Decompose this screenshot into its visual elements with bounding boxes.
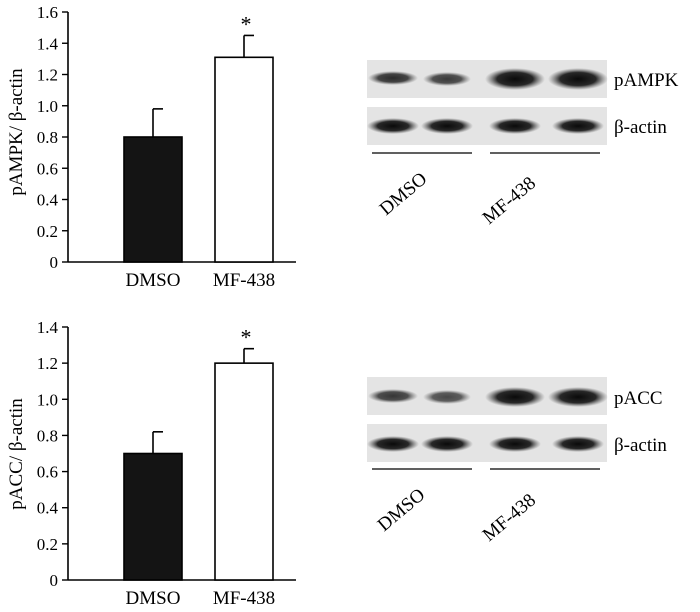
category-label: DMSO [126,270,181,291]
band-label: β-actin [614,435,667,456]
blot-band [485,68,545,90]
y-tick-label: 0.6 [37,159,58,178]
significance-marker: * [241,325,252,350]
blot-band [421,436,473,452]
chart-pacc: pACC/ β-actin 0 0.2 0.4 0.6 0.8 1.0 1.2 1.4 * D… [6,318,296,609]
band-label: β-actin [614,117,667,138]
lane-group-label: DMSO [374,484,430,535]
blot-band [489,436,541,452]
y-tick-label: 1.2 [37,354,58,373]
y-tick-label: 0.2 [37,222,58,241]
blot-band [367,118,419,134]
y-axis-label: pACC/ β-actin [6,398,27,510]
y-tick-label: 0.4 [37,191,59,210]
y-tick-label: 0.2 [37,535,58,554]
category-label: MF-438 [213,270,275,291]
blot-band [489,118,541,134]
bar [214,56,274,263]
bar [123,452,183,581]
category-label: MF-438 [213,588,275,609]
y-tick-label: 1.4 [37,34,59,53]
blot-band [552,118,604,134]
lane-group-label: DMSO [376,168,432,219]
blot-band [368,71,418,85]
chart-pampk: pAMPK/ β-actin 0 0.2 0.4 0.6 0.8 1.0 1.2 1.4 1.6… [6,3,296,291]
western-blot-pampk: pAMPK β-actin DMSO MF-438 [367,60,679,229]
y-tick-label: 0.8 [37,426,58,445]
blot-band [423,72,471,86]
y-tick-label: 0.8 [37,128,58,147]
y-tick-label: 0 [50,253,59,272]
y-tick-label: 1.0 [37,97,58,116]
blot-band [368,389,418,403]
category-label: DMSO [126,588,181,609]
blot-band [485,387,545,407]
y-tick-label: 0.6 [37,463,58,482]
blot-band [423,390,471,404]
bar [214,362,274,581]
bar [123,136,183,263]
western-blot-pacc: pACC β-actin DMSO MF-438 [367,377,667,546]
y-tick-label: 1.4 [37,318,59,337]
lane-group-label: MF-438 [479,173,540,229]
band-label: pAMPK [614,70,679,91]
blot-band [552,436,604,452]
y-tick-label: 1.2 [37,66,58,85]
blot-band [548,68,608,90]
y-tick-label: 0 [50,571,59,590]
y-tick-label: 0.4 [37,499,59,518]
y-axis-label: pAMPK/ β-actin [6,68,27,196]
band-label: pACC [614,388,663,409]
blot-band [548,387,608,407]
y-tick-label: 1.0 [37,390,58,409]
blot-band [421,118,473,134]
lane-group-label: MF-438 [479,490,540,546]
y-tick-label: 1.6 [37,3,58,22]
significance-marker: * [241,11,252,36]
blot-band [367,436,419,452]
